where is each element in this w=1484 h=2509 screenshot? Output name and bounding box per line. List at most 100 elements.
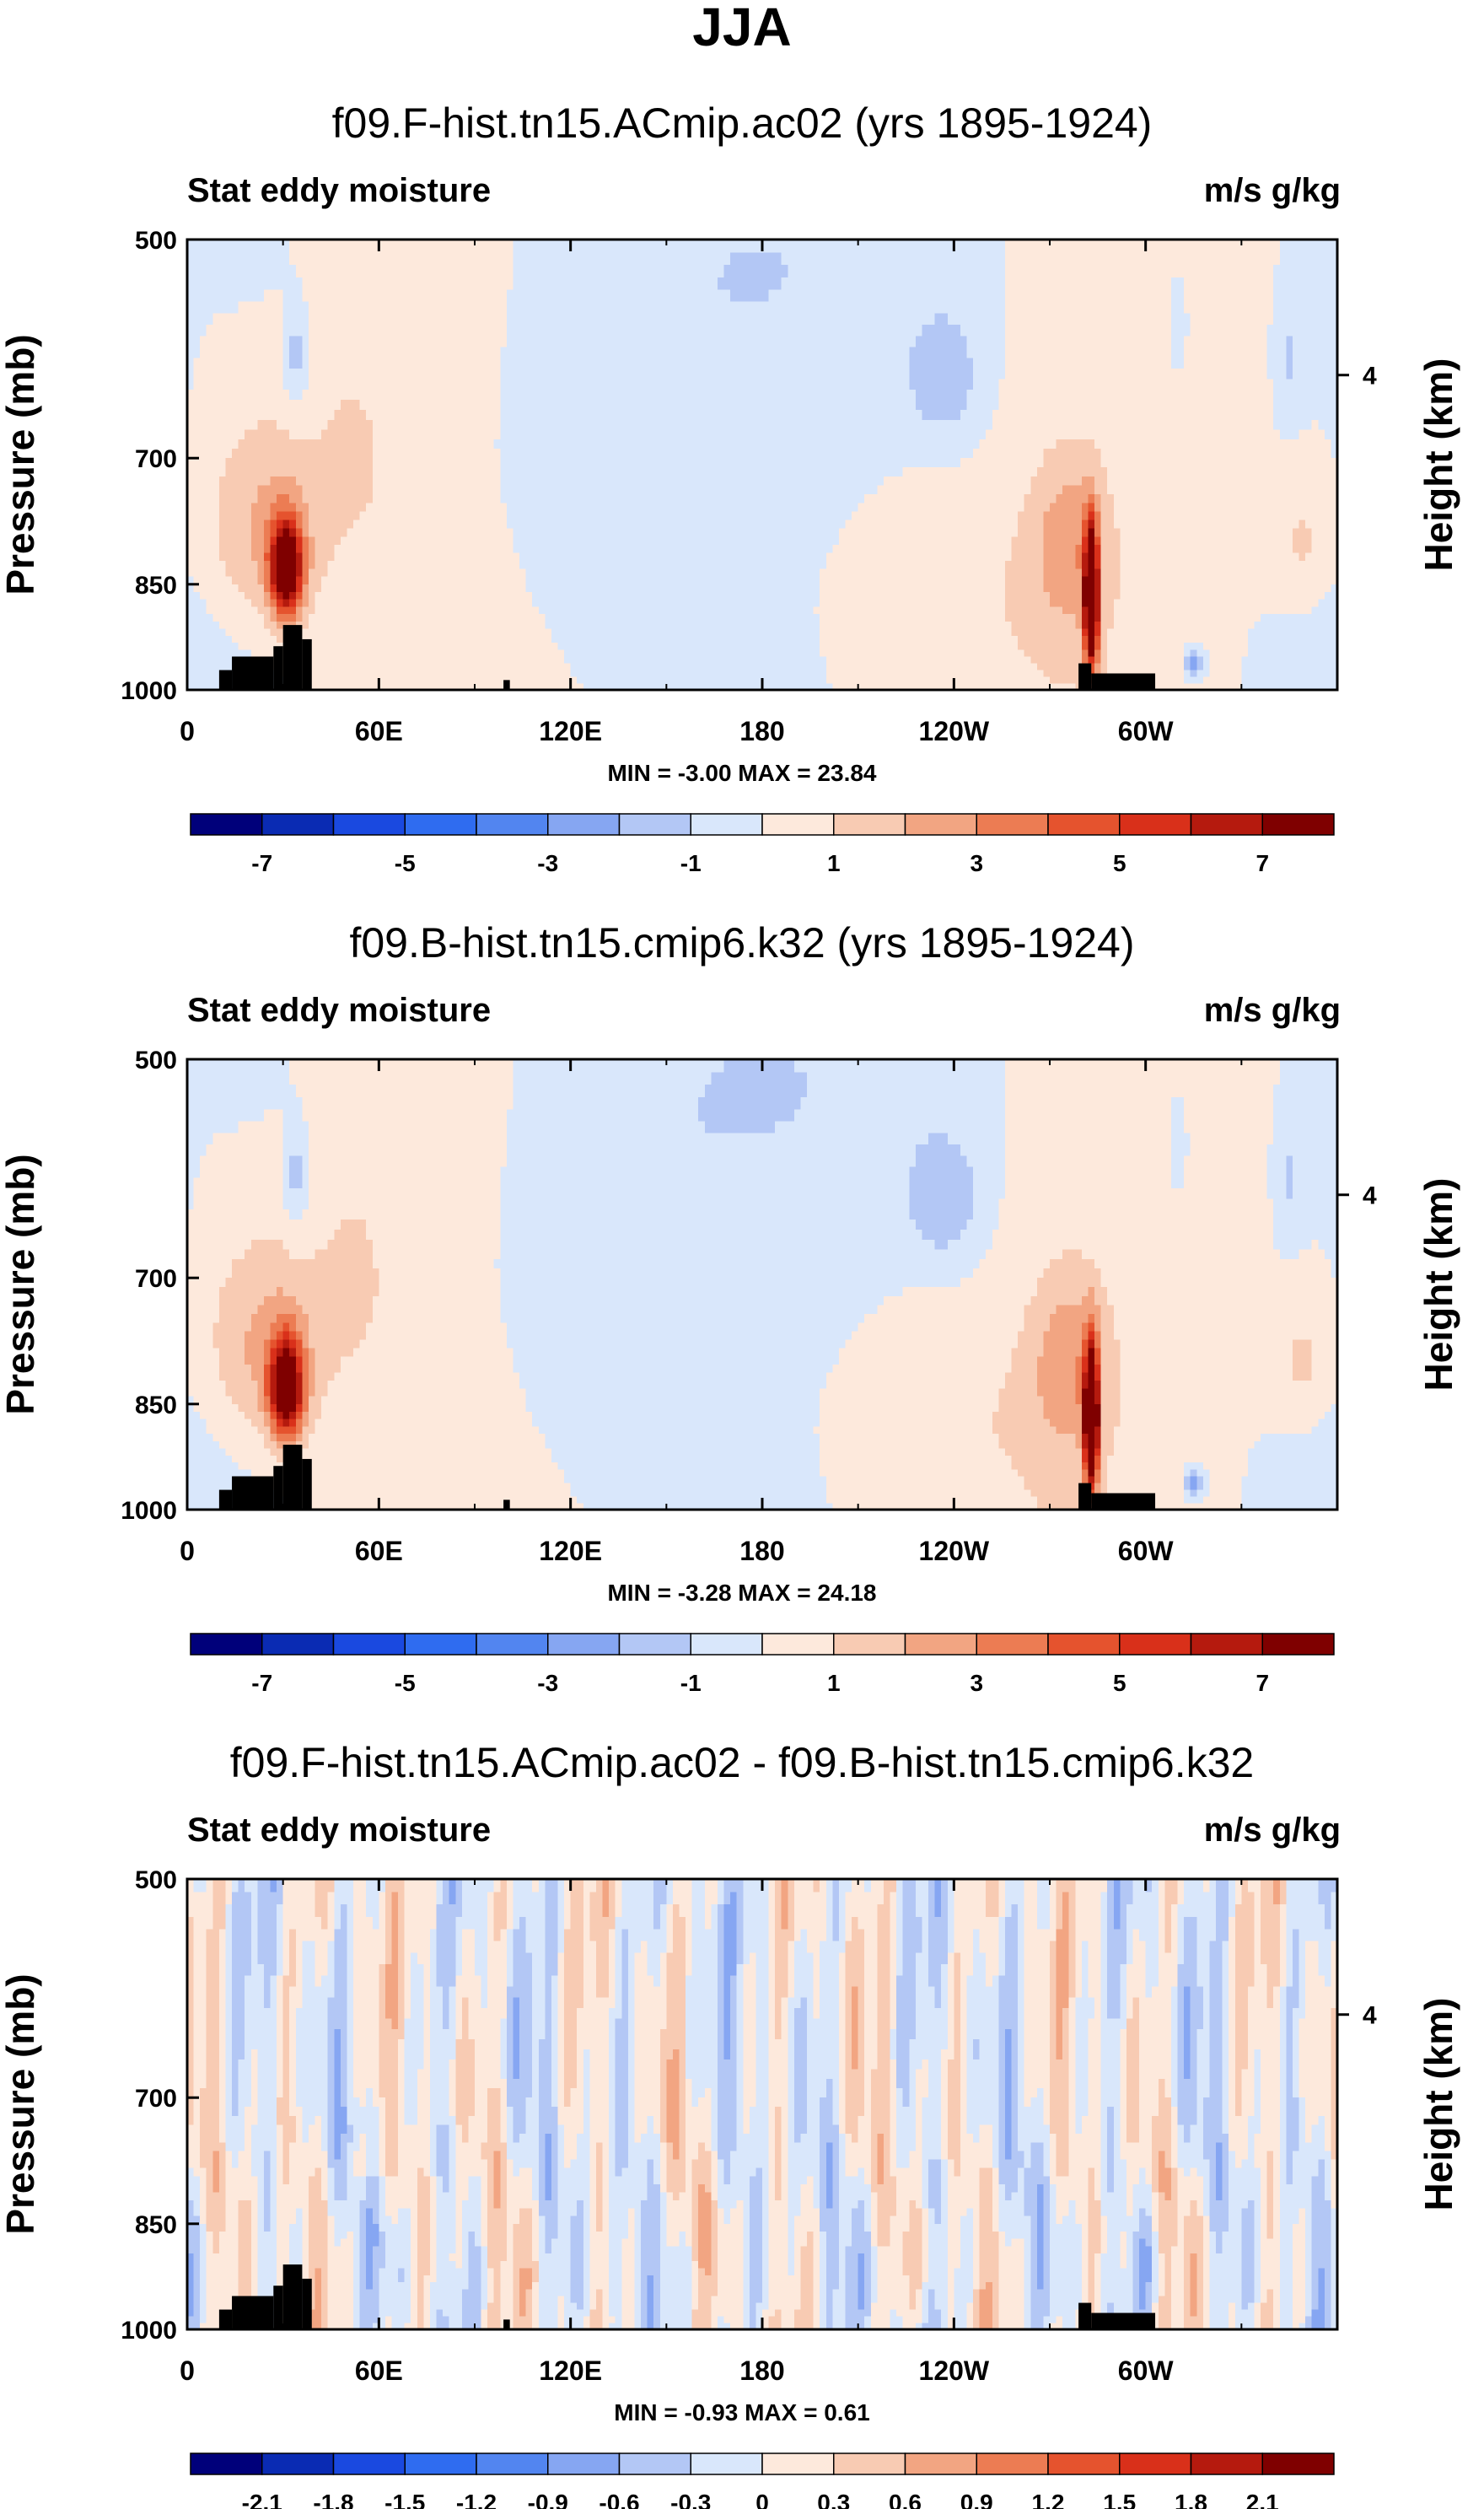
field-cell — [443, 324, 450, 337]
field-cell — [379, 503, 386, 513]
field-cell — [717, 621, 725, 629]
field-cell — [327, 301, 335, 314]
field-cell — [583, 419, 590, 431]
field-cell — [411, 301, 418, 314]
field-cell — [775, 252, 782, 266]
field-cell — [551, 621, 559, 629]
field-cell — [238, 252, 245, 266]
field-cell — [513, 379, 520, 390]
field-cell — [627, 277, 636, 290]
field-cell — [557, 324, 565, 337]
field-cell — [538, 400, 546, 411]
field-cell — [353, 520, 361, 530]
field-cell — [461, 576, 470, 585]
field-cell — [621, 520, 629, 530]
field-cell — [449, 277, 456, 290]
field-cell — [545, 485, 552, 495]
field-cell — [468, 467, 476, 477]
field-cell — [212, 606, 220, 615]
field-cell — [749, 545, 757, 554]
field-cell — [366, 520, 374, 530]
field-cell — [308, 520, 316, 530]
field-cell — [429, 676, 438, 684]
field-cell — [557, 656, 565, 665]
field-cell — [570, 390, 578, 401]
field-cell — [749, 561, 757, 570]
field-cell — [577, 606, 584, 615]
field-cell — [218, 643, 227, 650]
field-cell — [500, 536, 508, 546]
field-cell — [519, 621, 527, 629]
field-cell — [545, 591, 552, 600]
field-cell — [218, 265, 227, 278]
field-cell — [200, 277, 207, 290]
field-cell — [436, 265, 444, 278]
field-cell — [372, 336, 379, 348]
field-cell — [570, 649, 578, 658]
field-cell — [308, 494, 316, 503]
field-cell — [327, 252, 335, 266]
field-cell — [282, 503, 290, 513]
field-cell — [506, 494, 514, 503]
field-cell — [232, 390, 239, 401]
field-cell — [538, 494, 546, 503]
field-cell — [347, 528, 354, 537]
field-cell — [282, 528, 290, 537]
field-cell — [634, 429, 642, 440]
field-cell — [384, 552, 393, 562]
field-cell — [218, 277, 227, 290]
field-cell — [609, 591, 616, 600]
field-cell — [347, 369, 354, 380]
field-cell — [743, 670, 750, 678]
field-cell — [698, 410, 706, 421]
field-cell — [398, 439, 406, 450]
field-cell — [372, 476, 379, 487]
field-cell — [768, 614, 776, 622]
field-cell — [551, 410, 559, 421]
field-cell — [686, 599, 693, 608]
field-cell — [200, 476, 207, 487]
field-cell — [212, 476, 220, 487]
field-cell — [647, 599, 654, 608]
field-cell — [455, 568, 463, 578]
field-cell — [775, 591, 782, 600]
field-cell — [250, 614, 258, 622]
field-cell — [423, 528, 431, 537]
field-cell — [736, 561, 744, 570]
field-cell — [468, 336, 476, 348]
field-cell — [545, 458, 552, 468]
field-cell — [519, 576, 527, 585]
field-cell — [704, 358, 712, 369]
field-cell — [762, 400, 770, 411]
field-cell — [583, 656, 590, 665]
field-cell — [398, 410, 406, 421]
field-cell — [449, 643, 456, 650]
field-cell — [245, 265, 252, 278]
field-cell — [295, 614, 303, 622]
field-cell — [627, 552, 636, 562]
field-cell — [647, 643, 654, 650]
field-cell — [411, 494, 418, 503]
field-cell — [200, 643, 207, 650]
field-cell — [615, 649, 622, 658]
field-cell — [570, 643, 578, 650]
field-cell — [755, 621, 763, 629]
field-cell — [366, 614, 374, 622]
field-cell — [289, 576, 297, 585]
field-cell — [398, 313, 406, 326]
field-cell — [621, 324, 629, 337]
field-cell — [263, 599, 272, 608]
field-cell — [391, 336, 399, 348]
field-cell — [666, 621, 674, 629]
field-cell — [384, 240, 393, 253]
field-cell — [250, 439, 258, 450]
field-cell — [423, 240, 431, 253]
field-cell — [743, 552, 750, 562]
field-cell — [225, 476, 233, 487]
field-cell — [212, 643, 220, 650]
field-cell — [398, 552, 406, 562]
field-cell — [461, 449, 470, 459]
field-cell — [481, 511, 488, 521]
field-cell — [820, 369, 827, 380]
field-cell — [820, 485, 827, 495]
